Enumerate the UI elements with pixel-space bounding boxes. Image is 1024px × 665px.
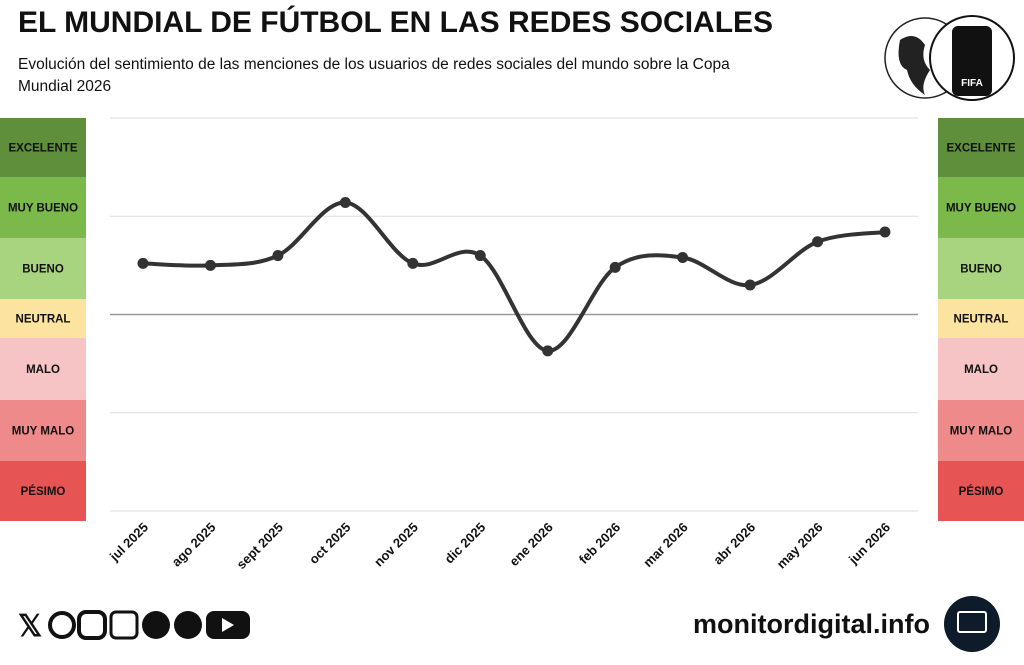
- point: [744, 279, 756, 291]
- chart-title: EL MUNDIAL DE FÚTBOL EN LAS REDES SOCIAL…: [18, 5, 773, 39]
- sentiment-band: [938, 177, 1024, 238]
- globe-land: [898, 36, 930, 95]
- monitor-icon: [944, 596, 1000, 652]
- sentiment-label: MUY BUENO: [8, 203, 78, 215]
- sentiment-band: [0, 238, 86, 299]
- x-tick-label: nov 2025: [371, 520, 421, 570]
- site-name: monitordigital.info: [693, 609, 930, 639]
- x-tick-label: mar 2026: [640, 520, 690, 570]
- sentiment-label: MALO: [26, 364, 60, 376]
- x-tick-label: oct 2025: [306, 520, 353, 567]
- social-icons: 𝕏: [18, 610, 250, 643]
- sentiment-band: [938, 299, 1024, 338]
- point: [204, 259, 216, 271]
- sentiment-band: [0, 400, 86, 461]
- instagram-icon: [77, 610, 107, 640]
- sentiment-band: [0, 118, 86, 177]
- sentiment-label: BUENO: [960, 264, 1002, 276]
- sentiment-label: NEUTRAL: [954, 314, 1009, 326]
- line: [142, 200, 886, 353]
- sentiment-label: MUY MALO: [950, 426, 1012, 438]
- x-tick-label: abr 2026: [710, 520, 758, 568]
- sentiment-band: [0, 299, 86, 338]
- sentiment-band: [938, 400, 1024, 461]
- x-tick-label: jun 2026: [845, 520, 893, 568]
- point: [542, 345, 554, 357]
- sentiment-label: BUENO: [22, 264, 64, 276]
- sentiment-label: PÉSIMO: [959, 485, 1004, 498]
- point: [474, 250, 486, 262]
- subtitle-box: Evolución del sentimiento de las mencion…: [18, 56, 730, 95]
- x-tick-label: may 2026: [774, 520, 826, 572]
- fifa-logo: [952, 26, 992, 96]
- point: [609, 261, 621, 273]
- monitor-screen: [957, 611, 987, 633]
- logo: FIFA: [884, 15, 1015, 101]
- sentiment-band: [0, 177, 86, 238]
- facebook-icon: [174, 611, 202, 639]
- tiktok-icon: [142, 611, 170, 639]
- chart-subtitle: Evolución del sentimiento de las mencion…: [18, 56, 730, 95]
- sentiment-label: MUY MALO: [12, 426, 74, 438]
- sentiment-band: [0, 338, 86, 400]
- x-tick-label: sept 2025: [234, 520, 287, 573]
- point: [339, 196, 351, 208]
- point: [812, 236, 824, 248]
- sentiment-band: [938, 461, 1024, 521]
- sentiment-label: EXCELENTE: [946, 143, 1015, 155]
- threads-icon: [48, 611, 76, 639]
- sentiment-label: NEUTRAL: [16, 314, 71, 326]
- logo-text: FIFA: [961, 78, 983, 89]
- sentiment-band: [938, 238, 1024, 299]
- point: [137, 257, 149, 269]
- point: [677, 252, 689, 264]
- sentiment-label: MUY BUENO: [946, 203, 1016, 215]
- point: [879, 226, 891, 238]
- youtube-play: [222, 618, 234, 632]
- sentiment-band: [938, 338, 1024, 400]
- sentiment-label: PÉSIMO: [21, 485, 66, 498]
- x-tick-label: dic 2025: [441, 520, 488, 567]
- x-tick-label: ene 2026: [506, 520, 555, 569]
- x-tick-label: feb 2026: [576, 520, 623, 567]
- sentiment-label: EXCELENTE: [8, 143, 77, 155]
- sentiment-label: MALO: [964, 364, 998, 376]
- point: [272, 250, 284, 262]
- x-tick-label: jul 2025: [106, 520, 151, 565]
- sentiment-band: [0, 461, 86, 521]
- reddit-icon: [109, 610, 139, 640]
- x-tick-label: ago 2025: [169, 520, 219, 570]
- x-icon: 𝕏: [18, 610, 42, 643]
- point: [407, 257, 419, 269]
- sentiment-band: [938, 118, 1024, 177]
